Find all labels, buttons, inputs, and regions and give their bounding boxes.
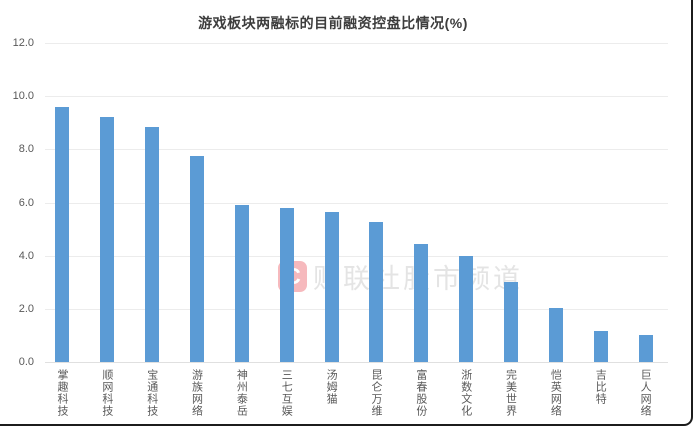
x-axis-category-label: 吉比特 — [594, 369, 607, 405]
bar-掌趣科技 — [55, 106, 70, 362]
bar-完美世界 — [504, 282, 518, 362]
gridline — [45, 149, 668, 151]
chart-title: 游戏板块两融标的目前融资控盘比情况(%) — [198, 15, 468, 31]
bar-富春股份 — [414, 243, 429, 362]
gridline — [45, 308, 668, 310]
x-axis-category-label: 完美世界 — [504, 369, 517, 417]
bar-汤姆猫 — [324, 211, 339, 362]
y-axis-tick-label: 12.0 — [12, 37, 34, 49]
y-axis: 0.0 2.0 4.0 6.0 8.0 10.0 12.0 — [0, 37, 34, 368]
gridline — [45, 43, 668, 44]
bar-恺英网络 — [548, 307, 563, 362]
x-axis-category-label: 宝通科技 — [145, 369, 158, 417]
bar-神州泰岳 — [234, 205, 249, 362]
y-axis-tick-label: 4.0 — [18, 249, 34, 262]
gridline — [45, 202, 668, 204]
x-axis-category-label: 三七互娱 — [280, 369, 293, 417]
x-axis-category-label: 掌趣科技 — [55, 369, 68, 417]
x-axis-category-label: 浙数文化 — [459, 369, 472, 417]
x-axis-category-label: 恺英网络 — [549, 369, 562, 417]
x-axis-category-label: 顺网科技 — [100, 369, 113, 417]
x-axis: 掌趣科技 顺网科技 宝通科技 游族网络 神州泰岳 三七互娱 汤姆猫 昆仑万维 富春股份 浙数文化 完… — [40, 369, 668, 424]
bar-巨人网络 — [638, 335, 653, 362]
gridline — [45, 362, 668, 363]
gridline — [45, 96, 668, 98]
plot-area: C 财联社股市频道 — [40, 43, 668, 363]
bar-游族网络 — [190, 155, 204, 362]
y-axis-tick-label: 0.0 — [18, 356, 34, 368]
bar-吉比特 — [593, 331, 608, 362]
bar-浙数文化 — [459, 255, 474, 362]
gridline — [45, 255, 668, 257]
bar-顺网科技 — [100, 117, 115, 362]
x-axis-category-label: 富春股份 — [414, 369, 427, 417]
x-axis-category-label: 汤姆猫 — [325, 369, 338, 405]
x-axis-category-label: 神州泰岳 — [235, 369, 248, 417]
y-axis-tick-label: 6.0 — [18, 196, 34, 209]
x-axis-category-label: 昆仑万维 — [369, 369, 382, 417]
y-axis-tick-label: 8.0 — [18, 143, 34, 156]
x-axis-category-label: 游族网络 — [190, 369, 203, 417]
y-axis-tick-label: 10.0 — [12, 90, 34, 103]
x-axis-category-label: 巨人网络 — [639, 369, 652, 417]
bar-宝通科技 — [145, 126, 160, 362]
watermark: C 财联社股市频道 — [278, 257, 523, 296]
bar-三七互娱 — [279, 207, 294, 362]
y-axis-tick-label: 2.0 — [18, 302, 34, 315]
bar-昆仑万维 — [369, 222, 384, 362]
